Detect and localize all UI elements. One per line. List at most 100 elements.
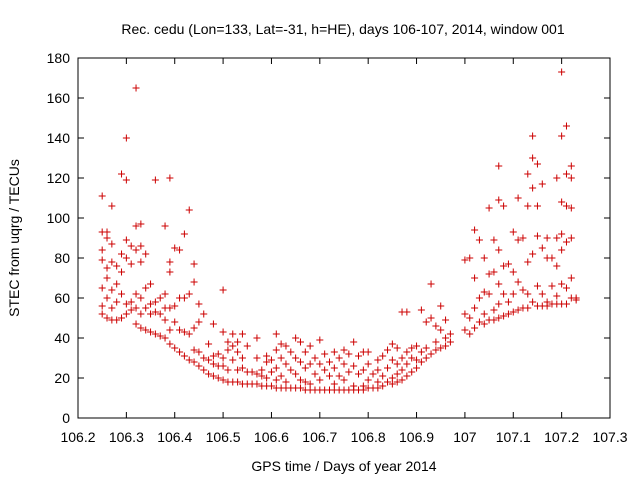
data-point [533,160,541,168]
data-point [446,338,454,346]
data-point [209,320,217,328]
data-point [103,314,111,322]
data-point [248,368,256,376]
data-point [504,298,512,306]
data-point [243,342,251,350]
data-point [142,326,150,334]
data-point [161,334,169,342]
data-point [161,316,169,324]
data-point [171,244,179,252]
data-point [209,352,217,360]
data-point [296,358,304,366]
data-point [127,306,135,314]
data-point [500,202,508,210]
data-point [142,284,150,292]
data-point [205,356,213,364]
data-point [190,346,198,354]
data-point [471,274,479,282]
data-point [272,330,280,338]
data-point [529,184,537,192]
data-point [509,308,517,316]
data-point [562,238,570,246]
data-point [340,360,348,368]
data-point [108,240,116,248]
data-point [325,358,333,366]
data-point [127,298,135,306]
data-point [427,314,435,322]
data-point [311,370,319,378]
data-point [122,310,130,318]
data-point [147,310,155,318]
data-point [296,376,304,384]
data-point [442,316,450,324]
data-point [151,330,159,338]
data-point [108,304,116,312]
y-tick-label: 20 [54,370,70,386]
data-point [567,234,575,242]
data-point [466,330,474,338]
data-point [166,268,174,276]
data-point [205,340,213,348]
data-point [185,206,193,214]
x-tick-label: 107.2 [544,429,579,445]
data-point [258,366,266,374]
data-point [558,230,566,238]
data-point [190,278,198,286]
data-point [567,204,575,212]
data-point [475,318,483,326]
data-point [301,378,309,386]
data-point [330,380,338,388]
data-point [417,306,425,314]
data-point [137,258,145,266]
x-tick-label: 107.1 [496,429,531,445]
data-point [509,268,517,276]
y-tick-label: 80 [54,250,70,266]
data-point [461,310,469,318]
data-point [369,370,377,378]
data-point [350,362,358,370]
data-point [398,376,406,384]
data-point [224,346,232,354]
data-point [306,360,314,368]
data-point [234,338,242,346]
data-point [98,256,106,264]
data-point [558,246,566,254]
data-point [504,310,512,318]
data-point [388,380,396,388]
data-point [524,258,532,266]
data-point [118,290,126,298]
data-point [413,342,421,350]
data-point [142,250,150,258]
y-tick-labels: 0 20 40 60 80 100 120 140 160 180 [47,50,71,426]
data-point [567,274,575,282]
data-point [219,328,227,336]
data-point [533,232,541,240]
data-point [490,306,498,314]
data-point [200,354,208,362]
data-point [471,226,479,234]
data-point [311,354,319,362]
data-point [137,324,145,332]
data-point [495,300,503,308]
data-point [562,300,570,308]
data-point [147,328,155,336]
data-point [388,374,396,382]
data-point [495,196,503,204]
data-point [330,364,338,372]
data-point [500,262,508,270]
data-point [137,242,145,250]
data-point [548,254,556,262]
data-point [301,364,309,372]
data-point [567,162,575,170]
data-point [379,352,387,360]
data-point [98,246,106,254]
data-point [321,366,329,374]
y-tick-label: 120 [47,170,71,186]
x-tick-label: 106.5 [206,429,241,445]
data-point [495,314,503,322]
data-point [200,310,208,318]
data-point [432,346,440,354]
x-tick-label: 106.2 [60,429,95,445]
x-tick-label: 107.3 [592,429,627,445]
data-point [403,372,411,380]
